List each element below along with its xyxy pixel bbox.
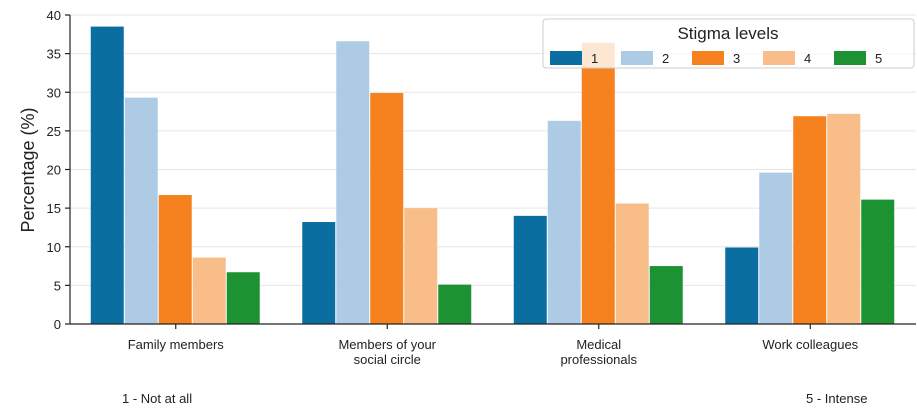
y-ticks: 0 5 10 15 20 25 30 35 40: [47, 8, 70, 332]
bar-series-2-cat-2: [548, 121, 581, 324]
bar-series-1-cat-1: [302, 222, 335, 324]
bar-series-4-cat-0: [193, 258, 226, 324]
legend-label-4: 4: [804, 51, 811, 66]
y-tick-label: 10: [47, 240, 61, 255]
y-tick-label: 15: [47, 201, 61, 216]
bar-series-3-cat-0: [159, 195, 192, 324]
bar-series-5-cat-0: [227, 272, 260, 324]
legend-label-3: 3: [733, 51, 740, 66]
bar-series-5-cat-1: [438, 285, 471, 324]
bar-series-3-cat-1: [370, 93, 403, 324]
bar-series-4-cat-2: [616, 203, 649, 324]
legend-swatch-5: [834, 51, 866, 65]
x-tick-label: Work colleagues: [762, 337, 858, 352]
legend: Stigma levels 1 2 3 4 5: [543, 19, 914, 68]
scale-note-low: 1 - Not at all: [122, 391, 192, 406]
bar-series-2-cat-0: [125, 98, 158, 324]
bar-series-5-cat-2: [650, 266, 683, 324]
x-tick-label: Family members: [128, 337, 225, 352]
legend-swatch-3: [692, 51, 724, 65]
bar-series-3-cat-3: [793, 116, 826, 324]
y-tick-label: 25: [47, 124, 61, 139]
bar-series-1-cat-3: [725, 248, 758, 324]
y-tick-label: 30: [47, 85, 61, 100]
bar-series-2-cat-3: [759, 173, 792, 324]
legend-title: Stigma levels: [677, 24, 778, 43]
scale-note-high: 5 - Intense: [806, 391, 867, 406]
x-ticks: Family members Members of your social circ…: [128, 324, 859, 367]
bar-series-2-cat-1: [336, 41, 369, 324]
y-tick-label: 5: [54, 278, 61, 293]
bar-series-4-cat-1: [404, 208, 437, 324]
bar-series-5-cat-3: [861, 200, 894, 324]
bar-series-4-cat-3: [827, 114, 860, 324]
y-tick-label: 0: [54, 317, 61, 332]
y-tick-label: 20: [47, 163, 61, 178]
legend-label-5: 5: [875, 51, 882, 66]
bar-series-1-cat-0: [91, 27, 124, 324]
y-tick-label: 40: [47, 8, 61, 23]
legend-label-1: 1: [591, 51, 598, 66]
y-axis-label: Percentage (%): [18, 107, 38, 232]
legend-swatch-2: [621, 51, 653, 65]
legend-swatch-1: [550, 51, 582, 65]
legend-swatch-4: [763, 51, 795, 65]
x-tick-label: Medical professionals: [560, 337, 637, 367]
x-tick-label: Members of your social circle: [338, 337, 436, 367]
bar-series-1-cat-2: [514, 216, 547, 324]
bar-series-3-cat-2: [582, 43, 615, 324]
bars: [91, 27, 895, 324]
y-tick-label: 35: [47, 47, 61, 62]
legend-label-2: 2: [662, 51, 669, 66]
